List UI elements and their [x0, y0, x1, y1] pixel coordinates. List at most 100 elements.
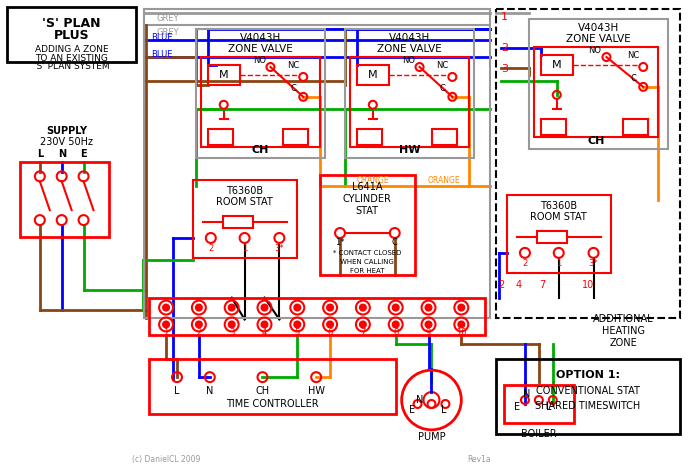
- Text: L641A: L641A: [352, 182, 382, 192]
- Bar: [496, 359, 680, 434]
- Bar: [496, 9, 680, 317]
- Bar: [223, 216, 253, 228]
- Bar: [504, 385, 573, 423]
- Text: CONVENTIONAL STAT: CONVENTIONAL STAT: [535, 386, 640, 396]
- Text: N: N: [206, 386, 213, 396]
- Circle shape: [360, 322, 366, 328]
- Circle shape: [196, 322, 202, 328]
- Text: TIME CONTROLLER: TIME CONTROLLER: [226, 399, 319, 409]
- Circle shape: [228, 305, 235, 311]
- Text: ROOM STAT: ROOM STAT: [531, 212, 587, 222]
- Circle shape: [163, 305, 169, 311]
- Text: BLUE: BLUE: [151, 50, 172, 58]
- Bar: [357, 65, 388, 85]
- Circle shape: [426, 322, 431, 328]
- Text: * CONTACT CLOSED: * CONTACT CLOSED: [333, 250, 401, 256]
- Bar: [350, 57, 469, 146]
- Text: M: M: [552, 60, 562, 70]
- Circle shape: [393, 322, 399, 328]
- Text: T6360B: T6360B: [540, 201, 578, 211]
- Text: PUMP: PUMP: [417, 432, 445, 442]
- Text: C: C: [290, 84, 296, 94]
- Bar: [7, 7, 136, 62]
- Text: 'S' PLAN SYSTEM: 'S' PLAN SYSTEM: [34, 63, 110, 72]
- Bar: [149, 298, 485, 336]
- Bar: [529, 19, 668, 148]
- Text: E: E: [80, 149, 87, 160]
- Text: ROOM STAT: ROOM STAT: [216, 197, 273, 207]
- Circle shape: [295, 305, 300, 311]
- Text: 1: 1: [501, 12, 508, 22]
- Text: ORANGE: ORANGE: [357, 176, 389, 185]
- Text: L: L: [37, 149, 43, 160]
- Text: 2: 2: [501, 43, 509, 53]
- Text: ORANGE: ORANGE: [428, 176, 461, 185]
- Text: STAT: STAT: [355, 206, 378, 216]
- Bar: [541, 55, 573, 75]
- Bar: [144, 9, 490, 317]
- Text: 1: 1: [242, 244, 247, 253]
- Text: CYLINDER: CYLINDER: [342, 194, 391, 204]
- Bar: [208, 129, 233, 145]
- Text: ADDITIONAL: ADDITIONAL: [593, 314, 653, 324]
- Text: BLUE: BLUE: [151, 33, 172, 42]
- Text: HW: HW: [308, 386, 325, 396]
- Circle shape: [327, 305, 333, 311]
- Text: ZONE VALVE: ZONE VALVE: [566, 34, 631, 44]
- Text: V4043H: V4043H: [578, 23, 619, 33]
- Text: N: N: [58, 149, 66, 160]
- Text: 2: 2: [498, 280, 504, 290]
- Bar: [507, 195, 611, 273]
- Text: 'S' PLAN: 'S' PLAN: [42, 17, 101, 30]
- Text: CH: CH: [252, 146, 269, 155]
- Text: C: C: [440, 84, 445, 94]
- Bar: [284, 129, 308, 145]
- Text: 9: 9: [426, 328, 431, 337]
- Text: L: L: [441, 405, 446, 415]
- Circle shape: [262, 305, 268, 311]
- Text: SHARED TIMESWITCH: SHARED TIMESWITCH: [535, 401, 640, 411]
- Bar: [534, 47, 658, 137]
- Text: NO: NO: [253, 56, 266, 65]
- Text: (c) DanielCL 2009: (c) DanielCL 2009: [132, 455, 200, 464]
- Text: 3: 3: [229, 328, 235, 337]
- Bar: [537, 231, 566, 243]
- Text: N: N: [523, 389, 531, 399]
- Bar: [345, 29, 474, 159]
- Text: Rev1a: Rev1a: [467, 455, 491, 464]
- Circle shape: [458, 305, 464, 311]
- Text: NC: NC: [627, 51, 640, 59]
- Bar: [20, 162, 110, 237]
- Text: E: E: [514, 402, 520, 412]
- Text: BOILER: BOILER: [521, 429, 557, 439]
- Text: HEATING: HEATING: [602, 326, 645, 336]
- Circle shape: [196, 305, 202, 311]
- Text: 7: 7: [539, 280, 545, 290]
- Bar: [208, 65, 239, 85]
- Text: M: M: [219, 70, 228, 80]
- Text: 10: 10: [582, 280, 595, 290]
- Text: CH: CH: [255, 386, 270, 396]
- Text: C: C: [392, 239, 397, 248]
- Text: NC: NC: [436, 60, 448, 70]
- Text: ZONE VALVE: ZONE VALVE: [228, 44, 293, 54]
- Circle shape: [163, 322, 169, 328]
- Circle shape: [426, 305, 431, 311]
- Text: 2: 2: [208, 244, 213, 253]
- Bar: [433, 129, 457, 145]
- Text: L: L: [546, 402, 551, 412]
- Circle shape: [458, 322, 464, 328]
- Text: L: L: [175, 386, 180, 396]
- Bar: [320, 176, 415, 275]
- Text: WHEN CALLING: WHEN CALLING: [340, 259, 394, 265]
- Bar: [541, 119, 566, 135]
- Text: ZONE VALVE: ZONE VALVE: [377, 44, 442, 54]
- Bar: [201, 57, 320, 146]
- Text: V4043H: V4043H: [389, 33, 431, 43]
- Text: 8: 8: [393, 328, 398, 337]
- Bar: [149, 359, 395, 414]
- Text: 230V 50Hz: 230V 50Hz: [40, 137, 93, 146]
- Text: SUPPLY: SUPPLY: [46, 125, 87, 136]
- Text: OPTION 1:: OPTION 1:: [555, 370, 620, 380]
- Text: V4043H: V4043H: [240, 33, 281, 43]
